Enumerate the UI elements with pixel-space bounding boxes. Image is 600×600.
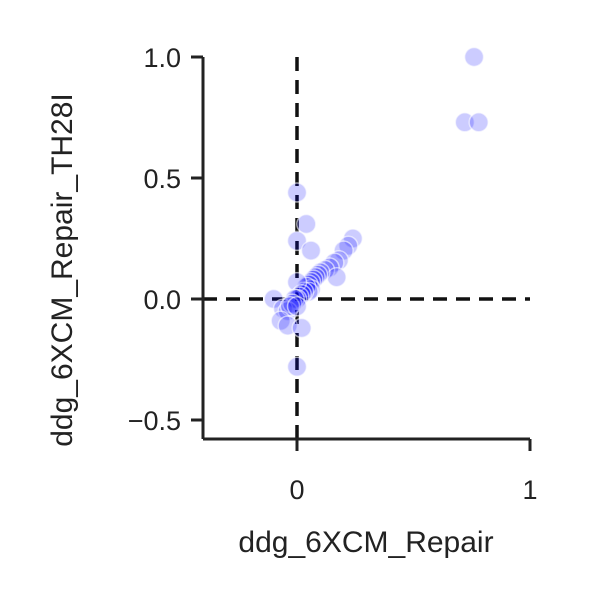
y-tick-label: 1.0 [143, 43, 181, 73]
x-axis-label: ddg_6XCM_Repair [238, 526, 493, 559]
y-tick-label: 0.0 [143, 285, 181, 315]
data-point [296, 213, 317, 235]
y-tick-label: 0.5 [143, 164, 181, 194]
y-axis-label: ddg_6XCM_Repair_TH28I [46, 93, 79, 447]
reference-lines [203, 57, 530, 439]
data-point [286, 296, 308, 317]
y-ticks: −0.5 0.0 0.5 1.0 [128, 43, 203, 436]
x-tick-label: 0 [289, 475, 304, 505]
axes [201, 57, 530, 441]
data-point [286, 182, 308, 203]
data-point [291, 317, 312, 339]
data-point [286, 356, 308, 378]
data-point [463, 46, 485, 68]
data-point [454, 112, 476, 133]
x-tick-label: 1 [522, 475, 537, 505]
data-point [468, 112, 489, 133]
data-point [286, 230, 308, 252]
y-tick-label: −0.5 [128, 406, 181, 436]
data-points [263, 46, 489, 378]
data-point [300, 240, 322, 261]
